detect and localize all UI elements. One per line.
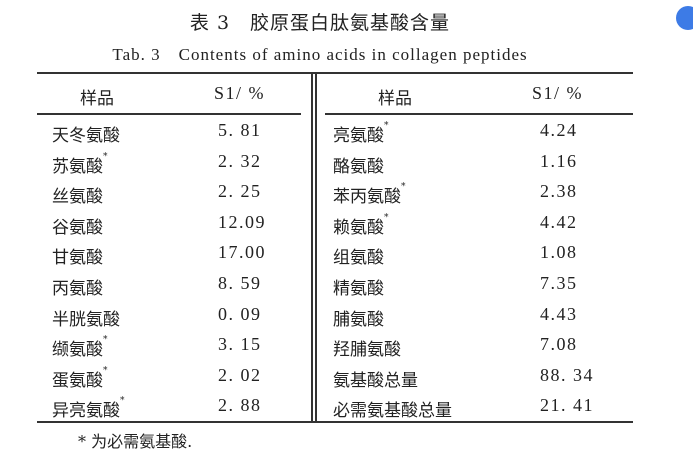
sample-value: 4.42	[540, 211, 578, 232]
table-subtitle: Tab. 3 Contents of amino acids in collag…	[112, 45, 528, 64]
name-text: 异亮氨酸	[52, 401, 120, 422]
sample-value: 12.09	[218, 211, 266, 232]
sample-value: 2. 88	[218, 395, 262, 416]
sample-value: 2. 02	[218, 364, 262, 385]
name-text: 谷氨酸	[52, 217, 103, 238]
translate-icon[interactable]	[676, 6, 693, 30]
sample-name: 组氨酸	[333, 243, 384, 268]
name-text: 赖氨酸	[333, 217, 384, 238]
name-text: 蛋氨酸	[52, 370, 103, 391]
sample-name: 苏氨酸*	[52, 152, 108, 177]
header-sample-left: 样品	[80, 89, 114, 109]
essential-mark: *	[103, 365, 108, 376]
name-text: 组氨酸	[333, 248, 384, 269]
bottom-rule	[37, 421, 633, 423]
sample-value: 0. 09	[218, 303, 262, 324]
sample-value: 8. 59	[218, 273, 262, 293]
name-text: 苏氨酸	[52, 156, 103, 177]
sample-name: 氨基酸总量	[333, 366, 418, 391]
sample-value: 7.08	[540, 334, 578, 355]
sample-value: 2.38	[540, 181, 578, 202]
footnote: * 为必需氨基酸.	[78, 432, 193, 451]
sample-name: 丙氨酸	[52, 274, 103, 299]
sample-name: 酪氨酸	[333, 152, 384, 177]
sample-value: 4.43	[540, 303, 578, 324]
header-value-left: S1/ %	[214, 83, 266, 103]
name-text: 羟脯氨酸	[333, 340, 401, 361]
sample-value: 2. 32	[218, 150, 262, 171]
name-text: 甘氨酸	[52, 248, 103, 269]
name-text: 天冬氨酸	[52, 126, 120, 146]
name-text: 脯氨酸	[333, 309, 384, 330]
sample-name: 羟脯氨酸	[333, 335, 401, 360]
essential-mark: *	[103, 335, 108, 346]
essential-mark: *	[384, 121, 389, 131]
sample-value: 5. 81	[218, 120, 262, 140]
name-text: 半胱氨酸	[52, 309, 120, 330]
sample-value: 7.35	[540, 273, 578, 293]
sample-name: 赖氨酸*	[333, 213, 389, 238]
essential-mark: *	[401, 182, 406, 193]
sample-value: 21. 41	[540, 395, 594, 416]
sample-value: 3. 15	[218, 334, 262, 355]
sample-name: 谷氨酸	[52, 213, 103, 238]
table-title: 表 3 胶原蛋白肽氨基酸含量	[189, 12, 451, 34]
sample-name: 蛋氨酸*	[52, 366, 108, 391]
header-sample-right: 样品	[378, 89, 412, 109]
sample-name: 精氨酸	[333, 274, 384, 299]
sample-name: 天冬氨酸	[52, 121, 120, 146]
name-text: 氨基酸总量	[333, 370, 418, 391]
sample-value: 17.00	[218, 242, 266, 263]
sample-name: 丝氨酸	[52, 182, 103, 207]
divider-line	[315, 73, 317, 423]
sample-value: 1.16	[540, 150, 578, 171]
sample-name: 缬氨酸*	[52, 335, 108, 360]
sample-name: 甘氨酸	[52, 243, 103, 268]
name-text: 必需氨基酸总量	[333, 401, 452, 422]
sample-name: 必需氨基酸总量	[333, 396, 452, 421]
name-text: 苯丙氨酸	[333, 187, 401, 208]
sample-name: 亮氨酸*	[333, 121, 389, 146]
header-value-right: S1/ %	[532, 83, 584, 103]
essential-mark: *	[120, 396, 125, 407]
name-text: 丙氨酸	[52, 279, 103, 299]
name-text: 缬氨酸	[52, 340, 103, 361]
divider-line	[311, 73, 313, 423]
essential-mark: *	[384, 212, 389, 223]
sample-name: 半胱氨酸	[52, 305, 120, 330]
sample-value: 1.08	[540, 242, 578, 263]
top-rule	[37, 72, 633, 74]
sample-value: 2. 25	[218, 181, 262, 202]
header-rule-left	[37, 113, 301, 115]
name-text: 精氨酸	[333, 279, 384, 299]
header-rule-right	[325, 113, 633, 115]
name-text: 酪氨酸	[333, 156, 384, 177]
essential-mark: *	[103, 151, 108, 162]
sample-value: 4.24	[540, 120, 578, 140]
sample-name: 脯氨酸	[333, 305, 384, 330]
sample-value: 88. 34	[540, 364, 594, 385]
sample-name: 苯丙氨酸*	[333, 182, 406, 207]
name-text: 丝氨酸	[52, 187, 103, 208]
sample-name: 异亮氨酸*	[52, 396, 125, 421]
name-text: 亮氨酸	[333, 126, 384, 146]
